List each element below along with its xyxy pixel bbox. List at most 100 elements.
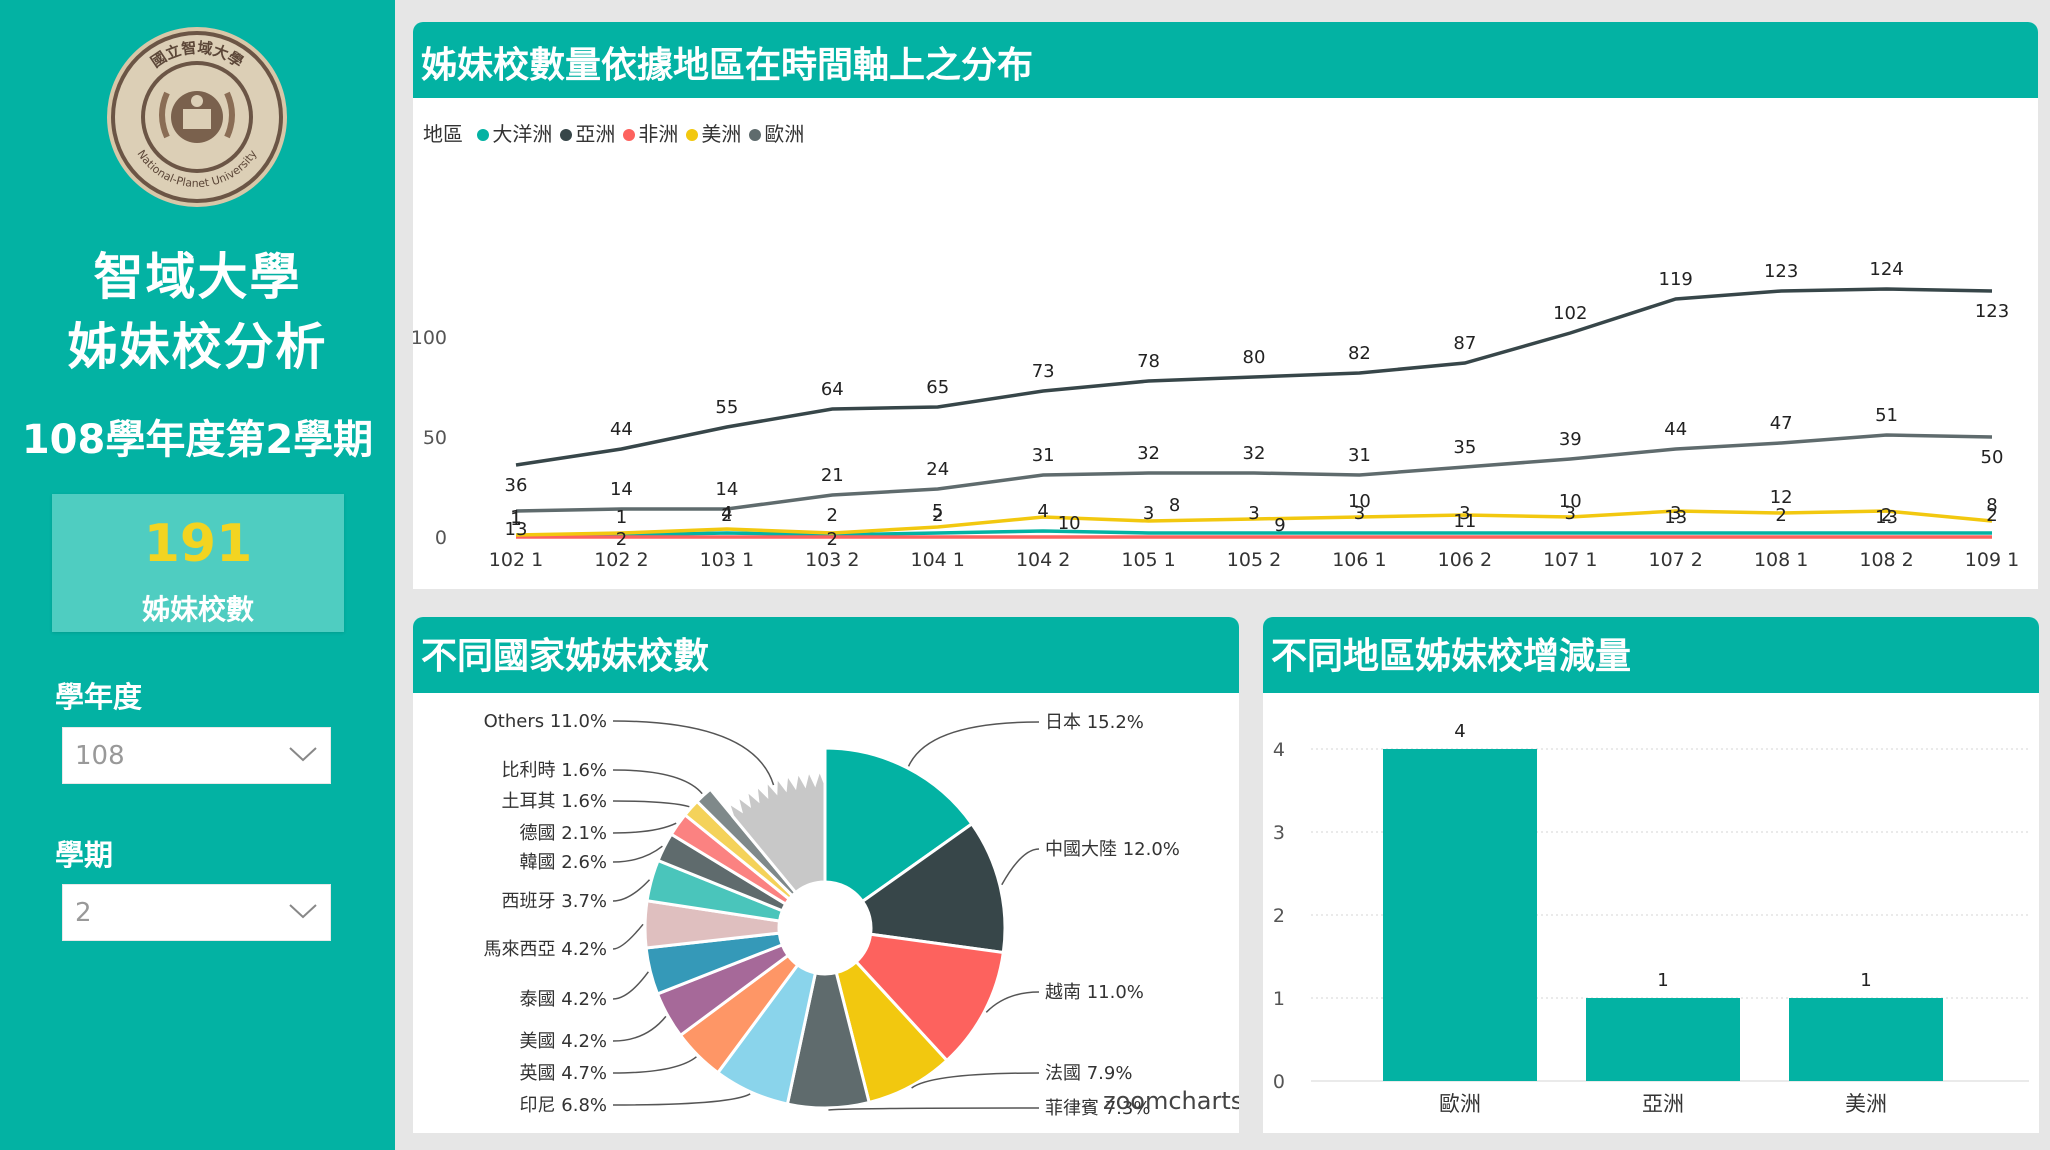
bar-chart: 0 1 2 3 4 4 歐洲 1 亞洲 1 美洲 bbox=[1273, 721, 2029, 1116]
leader-line bbox=[612, 971, 649, 1000]
series-line[interactable] bbox=[515, 433, 1993, 513]
pie-slice[interactable] bbox=[823, 746, 974, 904]
pie-label: 德國 2.1% bbox=[520, 823, 607, 844]
bar[interactable] bbox=[1383, 749, 1537, 1081]
data-label: 102 bbox=[1553, 303, 1587, 324]
kpi-card: 191 姊妹校數 bbox=[52, 494, 344, 632]
leader-line bbox=[985, 991, 1040, 1013]
data-label: 124 bbox=[1869, 259, 1903, 280]
pie-label: 法國 7.9% bbox=[1045, 1063, 1132, 1084]
data-label: 3 bbox=[1143, 503, 1154, 524]
data-label: 2 bbox=[616, 529, 627, 550]
pie-slice[interactable] bbox=[725, 764, 827, 895]
data-label: 65 bbox=[926, 377, 949, 398]
kpi-label: 姊妹校數 bbox=[141, 593, 254, 626]
leader-line bbox=[612, 879, 651, 902]
year-slicer[interactable]: 108 bbox=[62, 727, 331, 784]
chevron-down-icon[interactable] bbox=[288, 744, 318, 764]
series-line[interactable] bbox=[515, 509, 1993, 537]
pie-label: 馬來西亞 4.2% bbox=[484, 939, 607, 960]
leader-line bbox=[612, 1093, 751, 1106]
legend-item[interactable]: 亞洲 bbox=[575, 122, 616, 146]
pie-label: 韓國 2.6% bbox=[520, 852, 607, 873]
data-label: 50 bbox=[1981, 447, 2004, 468]
zoomcharts-watermark: zoomcharts bbox=[1103, 1087, 1239, 1115]
pie-slice[interactable] bbox=[785, 970, 871, 1110]
legend-marker bbox=[477, 129, 490, 141]
legend-item[interactable]: 非洲 bbox=[638, 122, 679, 146]
y-tick-label: 2 bbox=[1273, 905, 1285, 927]
x-tick-label: 103 1 bbox=[700, 549, 754, 571]
term-slicer-title: 學期 bbox=[55, 838, 114, 872]
legend-title: 地區 bbox=[423, 122, 463, 146]
series-line[interactable] bbox=[515, 287, 1993, 467]
data-label: 1 bbox=[616, 507, 627, 528]
bar-data-label: 1 bbox=[1860, 970, 1871, 991]
y-tick-label: 100 bbox=[413, 327, 447, 349]
line-chart-title: 姊妹校數量依據地區在時間軸上之分布 bbox=[413, 22, 2038, 98]
data-label: 11 bbox=[1453, 511, 1476, 532]
pie-label: 中國大陸 12.0% bbox=[1045, 839, 1180, 860]
data-label: 9 bbox=[1274, 515, 1285, 536]
legend-item[interactable]: 美洲 bbox=[701, 122, 742, 146]
data-label: 3 bbox=[1354, 503, 1365, 524]
bar[interactable] bbox=[1586, 998, 1740, 1081]
data-label: 5 bbox=[932, 501, 943, 522]
legend-marker bbox=[686, 129, 699, 141]
pie-chart: 日本 15.2% 中國大陸 12.0% 越南 11.0% 法國 7.9% 菲律賓 7.3… bbox=[484, 711, 1180, 1119]
pie-slice[interactable] bbox=[715, 962, 818, 1106]
pie-slice[interactable] bbox=[694, 787, 798, 898]
pie-label: 比利時 1.6% bbox=[502, 760, 607, 781]
pie-slice[interactable] bbox=[834, 959, 949, 1105]
data-label: 13 bbox=[1875, 507, 1898, 528]
pie-label: 土耳其 1.6% bbox=[502, 791, 607, 812]
bar[interactable] bbox=[1789, 998, 1943, 1081]
leader-line bbox=[1001, 848, 1040, 886]
data-label: 8 bbox=[1169, 495, 1180, 516]
data-label: 2 bbox=[1881, 505, 1892, 526]
data-label: 64 bbox=[821, 379, 844, 400]
bar-chart-panel: 不同地區姊妹校增減量 0 1 2 3 4 4 歐洲 1 亞洲 1 美洲 bbox=[1263, 617, 2039, 1133]
kpi-value: 191 bbox=[143, 514, 253, 574]
leader-line bbox=[907, 721, 1040, 767]
pie-label: Others 11.0% bbox=[484, 711, 607, 732]
data-label: 119 bbox=[1659, 269, 1693, 290]
x-tick-label: 104 2 bbox=[1016, 549, 1070, 571]
x-tick-label: 105 1 bbox=[1121, 549, 1175, 571]
leader-line bbox=[612, 769, 703, 795]
data-label: 4 bbox=[721, 503, 732, 524]
data-label: 44 bbox=[610, 419, 633, 440]
y-tick-label: 1 bbox=[1273, 988, 1285, 1010]
data-label: 82 bbox=[1348, 343, 1371, 364]
pie-slice[interactable] bbox=[854, 932, 1006, 1063]
leader-line bbox=[828, 1107, 1040, 1111]
x-tick-label: 107 2 bbox=[1649, 549, 1703, 571]
term-slicer[interactable]: 2 bbox=[62, 884, 331, 941]
year-slicer-title: 學年度 bbox=[55, 680, 143, 714]
data-label: 3 bbox=[1670, 503, 1681, 524]
data-label: 10 bbox=[1559, 491, 1582, 512]
data-label: 1 bbox=[510, 509, 521, 530]
x-tick-label: 107 1 bbox=[1543, 549, 1597, 571]
y-tick-label: 0 bbox=[1273, 1071, 1285, 1093]
leader-line bbox=[612, 800, 690, 808]
x-category-label: 歐洲 bbox=[1439, 1092, 1481, 1116]
leader-line bbox=[612, 822, 677, 834]
legend-item[interactable]: 大洋洲 bbox=[492, 122, 553, 146]
x-tick-label: 108 2 bbox=[1859, 549, 1913, 571]
leader-line bbox=[612, 1015, 667, 1042]
data-label: 32 bbox=[1137, 443, 1160, 464]
pie-label: 西班牙 3.7% bbox=[502, 891, 607, 912]
data-label: 31 bbox=[1032, 445, 1055, 466]
data-label: 10 bbox=[1058, 513, 1081, 534]
series-line[interactable] bbox=[516, 529, 1992, 537]
data-label: 3 bbox=[1248, 503, 1259, 524]
data-label: 35 bbox=[1453, 437, 1476, 458]
data-label: 123 bbox=[1764, 261, 1798, 282]
x-tick-label: 104 1 bbox=[911, 549, 965, 571]
pie-slice[interactable] bbox=[860, 821, 1007, 955]
legend-item[interactable]: 歐洲 bbox=[764, 122, 805, 146]
data-label: 51 bbox=[1875, 405, 1898, 426]
chevron-down-icon[interactable] bbox=[288, 901, 318, 921]
bar-chart-title: 不同地區姊妹校增減量 bbox=[1263, 617, 2039, 693]
